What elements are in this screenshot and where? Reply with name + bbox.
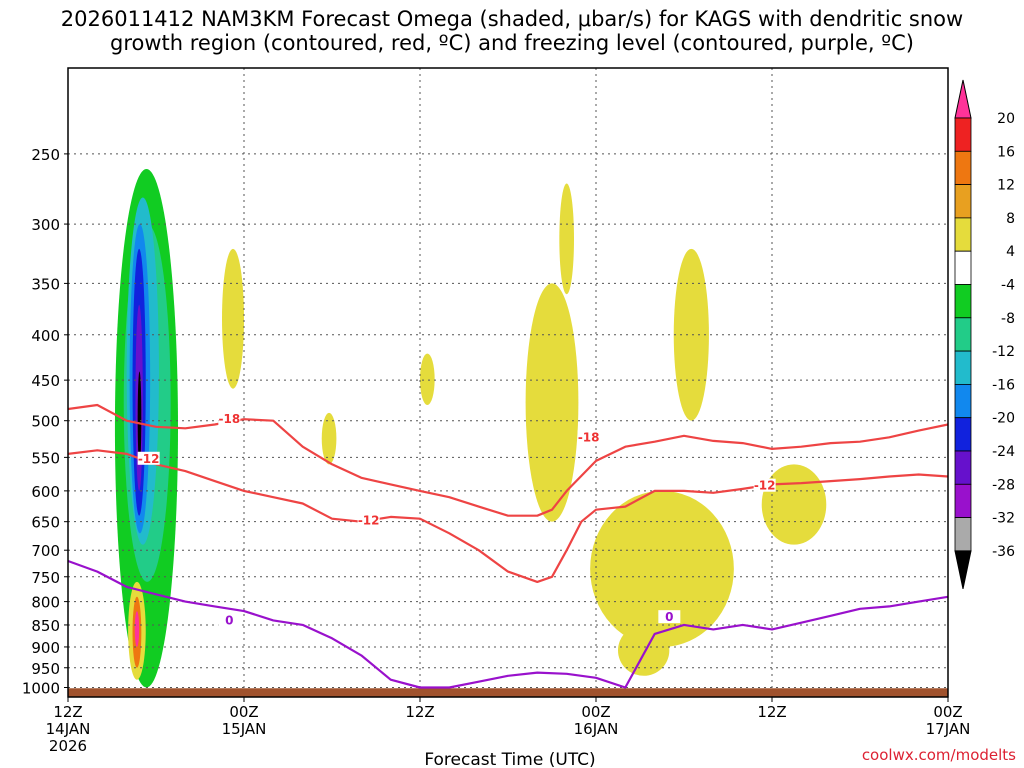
contour-label-5: 0	[225, 613, 233, 627]
contour-label-0: -18	[218, 412, 240, 426]
y-tick-label-400: 400	[31, 327, 60, 345]
y-tick-label-500: 500	[31, 413, 60, 431]
x-axis-label: Forecast Time (UTC)	[424, 750, 595, 768]
colorbar-segment-9	[954, 383, 972, 419]
colorbar-segment-2	[954, 150, 972, 186]
contour-label-bg-5	[218, 613, 241, 627]
x-tick-label-12-1: 00Z	[229, 703, 258, 721]
y-tick-label-950: 950	[31, 660, 60, 678]
x-tick-label-24-1: 12Z	[405, 703, 434, 721]
omega-region-12	[420, 353, 435, 405]
colorbar-label-1: 16	[997, 144, 1015, 160]
colorbar-label-11: -28	[992, 477, 1015, 493]
omega-region-16	[618, 624, 670, 676]
colorbar-segment-3	[954, 184, 972, 219]
colorbar-segment-11	[954, 450, 972, 485]
colorbar-segment-5	[954, 250, 972, 285]
y-axis: 250 300 350 400 450 500 550 600 650 700 750 800 850 9…	[22, 146, 68, 697]
grid-lines	[67, 68, 949, 697]
x-tick-label-60-2: 17JAN	[926, 720, 971, 738]
colorbar-segment-10	[954, 417, 972, 452]
chart-title-line-2: growth region (contoured, red, ºC) and f…	[110, 31, 914, 55]
contour-label-3: -12	[358, 513, 380, 527]
colorbar-bottom-triangle	[954, 550, 972, 590]
omega-region-14	[559, 183, 575, 295]
contour-label-6: 0	[665, 610, 673, 624]
y-tick-label-1000: 1000	[22, 679, 60, 697]
colorbar-label-4: 4	[1006, 244, 1015, 260]
contour-label-bg-0	[218, 412, 241, 426]
contour-label-4: -12	[754, 479, 776, 493]
colorbar-label-10: -24	[992, 444, 1015, 460]
contour-line-1	[68, 449, 948, 584]
x-tick-label-0-2: 14JAN	[46, 720, 91, 738]
colorbar-label-7: -12	[992, 344, 1015, 360]
colorbar-segment-6	[954, 284, 972, 319]
contour-label-2: -12	[138, 452, 160, 466]
colorbar-segment-12	[954, 483, 972, 518]
omega-region-11	[321, 412, 337, 465]
omega-region-18	[761, 464, 827, 545]
contour-label-bg-6	[658, 610, 681, 624]
y-tick-label-800: 800	[31, 594, 60, 612]
colorbar-label-12: -32	[992, 511, 1015, 527]
colorbar: 20 16 12 8 4 -4 -8 -12 -16 -20 -24 -28 -32 -36	[954, 79, 1015, 590]
x-tick-label-48-1: 12Z	[757, 703, 786, 721]
colorbar-label-8: -16	[992, 377, 1015, 393]
y-tick-label-700: 700	[31, 542, 60, 560]
contour-label-1: -18	[578, 430, 600, 444]
x-tick-label-36-1: 00Z	[581, 703, 610, 721]
colorbar-label-5: -4	[1001, 278, 1015, 294]
colorbar-segment-4	[954, 217, 972, 252]
x-tick-label-0-1: 12Z	[53, 703, 82, 721]
terrain-band	[68, 688, 948, 697]
y-tick-label-650: 650	[31, 514, 60, 532]
y-tick-label-450: 450	[31, 372, 60, 390]
omega-region-13	[525, 283, 579, 522]
colorbar-segment-1	[954, 117, 972, 152]
contour-label-bg-2	[137, 451, 160, 465]
chart-title-line-1: 2026011412 NAM3KM Forecast Omega (shaded…	[61, 7, 963, 31]
terrain	[68, 688, 948, 697]
omega-shading	[114, 168, 827, 688]
y-tick-label-250: 250	[31, 146, 60, 164]
y-tick-label-750: 750	[31, 569, 60, 587]
y-tick-label-900: 900	[31, 639, 60, 657]
colorbar-label-2: 12	[997, 178, 1015, 194]
omega-region-9	[134, 611, 140, 647]
contour-label-bg-1	[577, 430, 600, 444]
colorbar-segment-7	[954, 317, 972, 352]
colorbar-label-6: -8	[1001, 311, 1015, 327]
colorbar-label-9: -20	[992, 411, 1015, 427]
contour-label-bg-4	[753, 478, 776, 492]
omega-region-15	[590, 490, 734, 647]
colorbar-top-triangle	[954, 79, 972, 119]
colorbar-label-3: 8	[1006, 211, 1015, 227]
plot-frame	[67, 67, 949, 698]
colorbar-label-13: -36	[992, 544, 1015, 560]
credit-text: coolwx.com/modelts	[862, 746, 1016, 764]
colorbar-segment-13	[954, 517, 972, 552]
y-tick-label-550: 550	[31, 449, 60, 467]
colorbar-segment-8	[954, 350, 972, 385]
contour-line-2	[68, 559, 948, 689]
contour-label-bg-3	[357, 513, 380, 527]
temperature-contours: -18 -18 -12 -12 -12 0 0	[68, 403, 948, 689]
y-tick-label-350: 350	[31, 275, 60, 293]
x-tick-label-60-1: 00Z	[933, 703, 962, 721]
x-tick-label-36-2: 16JAN	[574, 720, 619, 738]
y-tick-label-600: 600	[31, 483, 60, 501]
omega-region-17	[673, 248, 709, 421]
x-tick-label-0-3: 2026	[49, 737, 87, 755]
omega-region-10	[222, 248, 244, 389]
colorbar-label-0: 20	[997, 111, 1015, 127]
x-tick-label-12-2: 15JAN	[222, 720, 267, 738]
y-tick-label-300: 300	[31, 216, 60, 234]
y-tick-label-850: 850	[31, 617, 60, 635]
omega-region-6	[137, 371, 142, 465]
